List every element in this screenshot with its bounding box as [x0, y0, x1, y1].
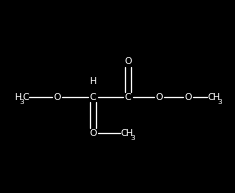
Text: C: C	[125, 92, 131, 102]
Text: 3: 3	[20, 100, 24, 106]
Text: O: O	[89, 129, 97, 137]
Text: O: O	[124, 58, 132, 67]
Text: O: O	[184, 92, 192, 102]
Text: C: C	[23, 92, 30, 102]
Text: H: H	[14, 92, 21, 102]
Text: C: C	[208, 92, 214, 102]
Text: 3: 3	[218, 100, 222, 106]
Text: C: C	[90, 92, 96, 102]
Text: H: H	[212, 92, 219, 102]
Text: 3: 3	[131, 135, 135, 141]
Text: O: O	[53, 92, 61, 102]
Text: H: H	[90, 78, 97, 86]
Text: O: O	[155, 92, 163, 102]
Text: C: C	[120, 129, 127, 137]
Text: H: H	[125, 129, 132, 137]
